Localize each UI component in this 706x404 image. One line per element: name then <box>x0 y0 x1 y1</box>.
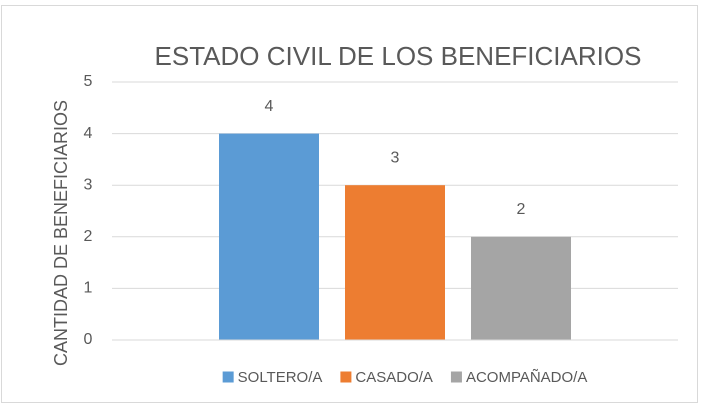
data-label: 4 <box>265 98 274 115</box>
y-tick-label: 3 <box>84 176 93 193</box>
data-label: 3 <box>391 149 400 166</box>
y-tick-label: 5 <box>84 73 93 90</box>
y-axis-label: CANTIDAD DE BENEFICIARIOS <box>51 100 71 366</box>
bar <box>219 133 319 340</box>
legend-swatch <box>222 371 234 383</box>
legend-label: CASADO/A <box>355 369 433 386</box>
y-tick-label: 0 <box>84 331 93 348</box>
legend-label: ACOMPAÑADO/A <box>466 369 587 386</box>
legend-swatch <box>450 371 462 383</box>
bar <box>471 236 571 340</box>
data-label: 2 <box>517 201 526 218</box>
bar <box>345 185 445 340</box>
legend-label: SOLTERO/A <box>238 369 323 386</box>
chart-title: ESTADO CIVIL DE LOS BENEFICIARIOS <box>155 41 642 71</box>
legend-swatch <box>340 371 352 383</box>
y-tick-label: 4 <box>84 125 93 142</box>
y-tick-label: 1 <box>84 280 93 297</box>
y-tick-label: 2 <box>84 228 93 245</box>
